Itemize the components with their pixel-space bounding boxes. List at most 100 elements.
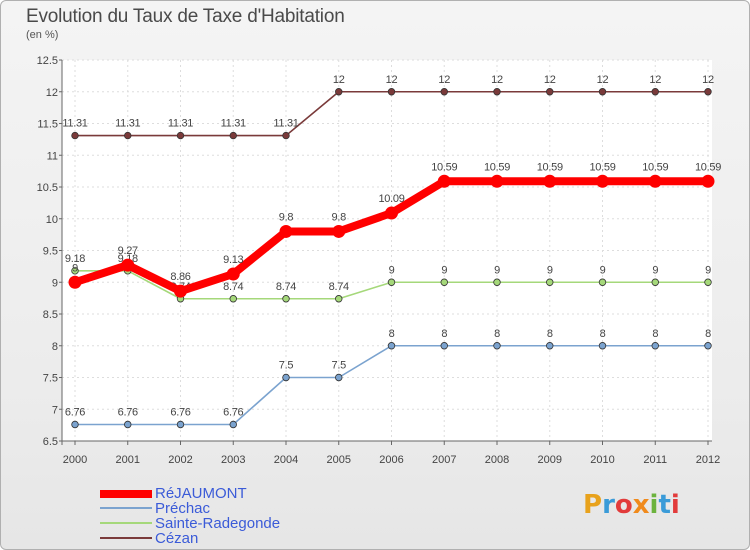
data-point-prechac xyxy=(387,342,396,350)
data-point-cezan xyxy=(546,88,554,96)
legend-label-sainte-radegonde: Sainte-Radegonde xyxy=(155,515,281,532)
data-point-sainte-radegonde xyxy=(704,278,712,286)
data-label-cezan: 11.31 xyxy=(62,118,87,130)
y-tick-label: 12.5 xyxy=(37,55,58,67)
data-label-cezan: 12 xyxy=(649,74,661,86)
data-point-sainte-radegonde xyxy=(598,278,607,286)
data-label-rejaumont: 10.09 xyxy=(378,193,404,205)
data-point-rejaumont xyxy=(490,174,504,188)
data-label-sainte-radegonde: 8.74 xyxy=(276,281,296,293)
data-label-rejaumont: 10.59 xyxy=(537,161,563,173)
data-point-prechac xyxy=(493,342,501,350)
data-point-rejaumont xyxy=(121,258,135,272)
data-point-prechac xyxy=(282,373,290,382)
data-label-cezan: 11.31 xyxy=(221,118,246,130)
logo-letter: P xyxy=(583,490,603,520)
data-point-sainte-radegonde xyxy=(440,278,448,286)
data-label-prechac: 7.5 xyxy=(332,360,347,372)
x-tick-label: 2009 xyxy=(538,454,562,466)
data-label-prechac: 8 xyxy=(600,328,606,340)
legend-item-cezan: Cézan xyxy=(100,530,360,547)
data-point-rejaumont xyxy=(596,174,609,188)
data-point-prechac xyxy=(335,373,343,382)
y-tick-label: 9 xyxy=(52,277,58,289)
logo-letter: t xyxy=(658,490,671,520)
data-label-sainte-radegonde: 8.74 xyxy=(223,281,243,293)
logo-letter: x xyxy=(632,490,650,520)
x-tick-label: 2011 xyxy=(643,454,667,466)
data-point-rejaumont xyxy=(68,275,82,289)
y-tick-label: 8.5 xyxy=(43,309,58,321)
data-label-cezan: 12 xyxy=(702,74,714,86)
data-label-rejaumont: 9.8 xyxy=(332,211,347,223)
data-label-prechac: 8 xyxy=(494,328,500,340)
y-tick-label: 12 xyxy=(46,87,58,99)
legend-item-sainte-radegonde: Sainte-Radegonde xyxy=(100,515,360,532)
logo-letter: o xyxy=(614,490,633,520)
data-label-cezan: 12 xyxy=(491,74,503,86)
y-tick-label: 7.5 xyxy=(43,373,58,385)
x-tick-label: 2008 xyxy=(485,454,509,466)
data-point-cezan xyxy=(704,88,712,96)
legend-swatch-cezan xyxy=(100,537,152,539)
x-tick-label: 2012 xyxy=(696,454,720,466)
data-point-sainte-radegonde xyxy=(229,295,237,303)
data-label-rejaumont: 9.8 xyxy=(279,211,294,223)
data-label-rejaumont: 10.59 xyxy=(695,161,721,173)
data-point-sainte-radegonde xyxy=(546,278,554,286)
x-tick-label: 2006 xyxy=(379,454,403,466)
data-label-rejaumont: 10.59 xyxy=(589,161,615,173)
data-point-prechac xyxy=(176,420,185,429)
x-tick-label: 2004 xyxy=(274,454,298,466)
data-label-prechac: 6.76 xyxy=(118,406,138,418)
data-label-rejaumont: 10.59 xyxy=(484,161,510,173)
chart-title: Evolution du Taux de Taxe d'Habitation xyxy=(26,6,345,27)
data-label-sainte-radegonde: 9 xyxy=(389,264,395,276)
x-tick-label: 2010 xyxy=(590,454,614,466)
legend-item-prechac: Préchac xyxy=(100,500,360,517)
data-label-cezan: 12 xyxy=(333,74,345,86)
legend-item-rejaumont: RéJAUMONT xyxy=(100,485,360,502)
data-point-prechac xyxy=(71,420,79,429)
data-label-rejaumont: 9.27 xyxy=(118,245,138,257)
chart-subtitle: (en %) xyxy=(26,29,59,41)
data-point-cezan xyxy=(493,88,501,96)
legend-label-prechac: Préchac xyxy=(155,500,211,517)
y-tick-label: 10.5 xyxy=(37,182,58,194)
data-label-prechac: 8 xyxy=(441,328,447,340)
data-point-rejaumont xyxy=(226,267,240,281)
data-point-rejaumont xyxy=(174,284,187,298)
data-point-sainte-radegonde xyxy=(335,295,343,303)
y-tick-label: 8 xyxy=(52,341,58,353)
data-point-cezan xyxy=(124,131,132,140)
data-point-cezan xyxy=(651,88,659,96)
data-point-sainte-radegonde xyxy=(387,278,396,286)
data-point-sainte-radegonde xyxy=(493,278,501,286)
data-label-prechac: 8 xyxy=(705,328,711,340)
legend-swatch-prechac xyxy=(100,507,152,509)
legend-label-rejaumont: RéJAUMONT xyxy=(155,485,247,502)
legend-swatch-sainte-radegonde xyxy=(100,522,152,524)
data-label-sainte-radegonde: 9 xyxy=(652,264,658,276)
data-point-prechac xyxy=(124,420,132,429)
data-label-prechac: 6.76 xyxy=(170,406,190,418)
data-label-sainte-radegonde: 9 xyxy=(441,264,447,276)
data-point-rejaumont xyxy=(701,174,715,188)
logo-letter: r xyxy=(602,490,615,520)
data-point-rejaumont xyxy=(385,206,398,220)
logo-letter: i xyxy=(649,490,659,520)
data-point-prechac xyxy=(598,342,607,350)
x-tick-label: 2007 xyxy=(432,454,456,466)
legend-label-cezan: Cézan xyxy=(155,530,199,547)
y-tick-label: 10 xyxy=(46,214,58,226)
x-tick-label: 2003 xyxy=(221,454,245,466)
data-label-sainte-radegonde: 8.74 xyxy=(329,281,349,293)
data-point-cezan xyxy=(440,88,448,96)
data-label-sainte-radegonde: 9 xyxy=(705,264,711,276)
data-label-prechac: 6.76 xyxy=(65,406,85,418)
data-point-sainte-radegonde xyxy=(651,278,659,286)
data-point-cezan xyxy=(71,131,79,140)
x-tick-label: 2001 xyxy=(116,454,140,466)
data-point-prechac xyxy=(651,342,659,350)
data-point-rejaumont xyxy=(437,174,451,188)
